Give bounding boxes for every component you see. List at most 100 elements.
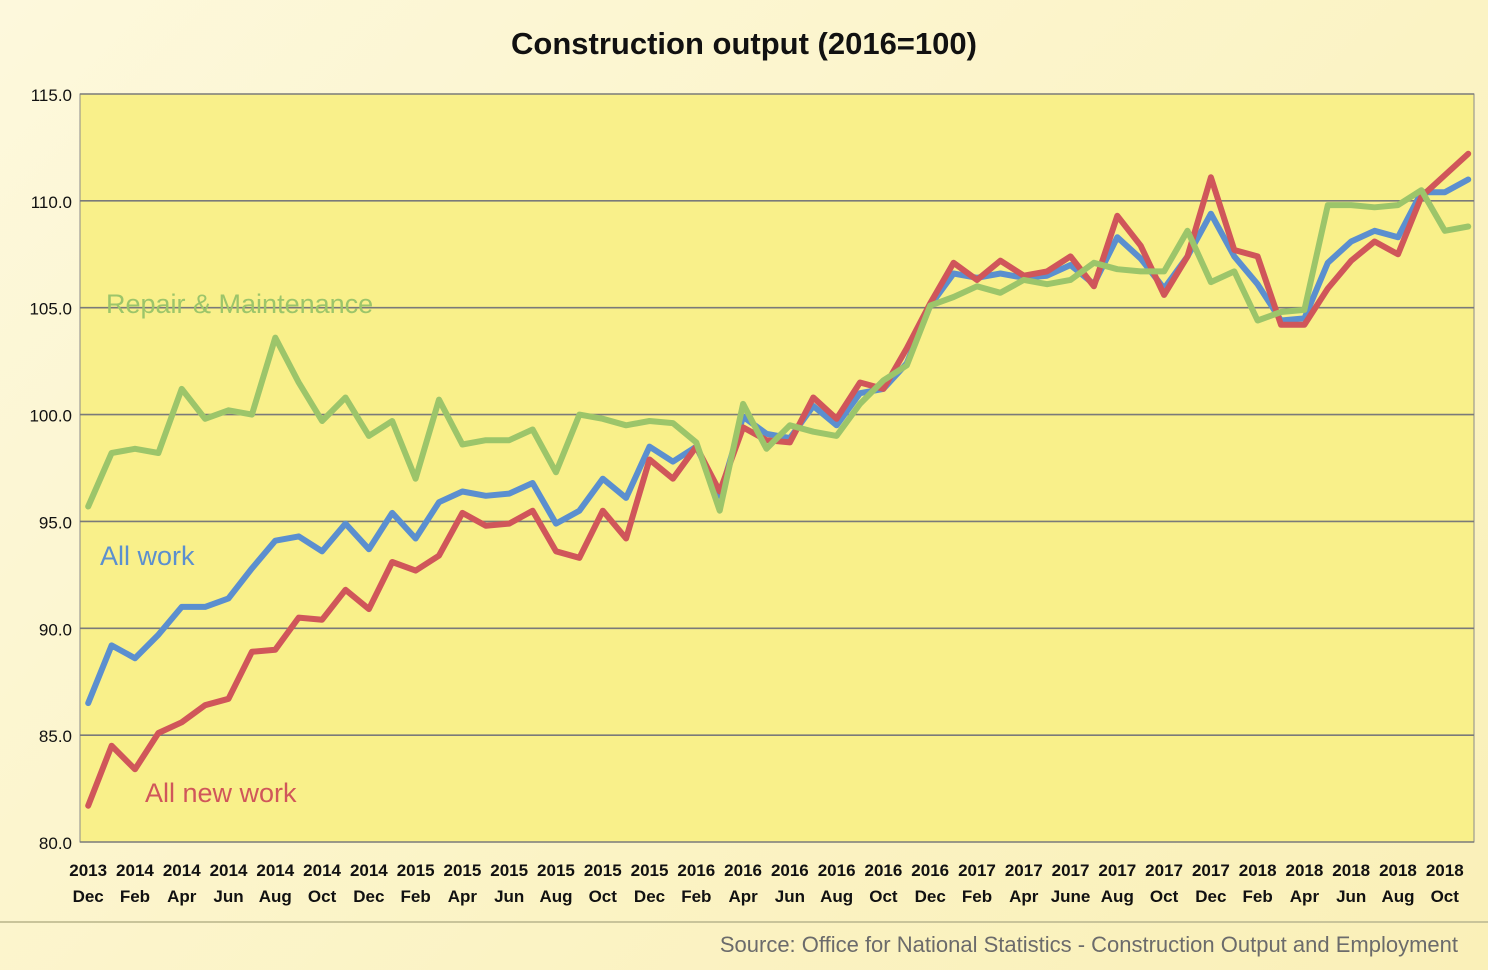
x-tick-year: 2016: [724, 861, 762, 880]
x-tick-year: 2016: [865, 861, 903, 880]
x-tick-year: 2014: [350, 861, 388, 880]
x-tick-year: 2017: [1098, 861, 1136, 880]
x-tick-label: 2018 Jun: [1332, 861, 1370, 906]
x-tick-label: 2017 Feb: [958, 861, 996, 906]
y-tick-label: 85.0: [39, 727, 72, 746]
source-note: Source: Office for National Statistics -…: [719, 932, 1458, 957]
x-tick-year: 2014: [116, 861, 154, 880]
x-tick-month: Aug: [1381, 887, 1414, 906]
y-tick-label: 95.0: [39, 513, 72, 532]
x-tick-label: 2015 Jun: [490, 861, 528, 906]
x-tick-year: 2016: [677, 861, 715, 880]
x-tick-month: Aug: [1101, 887, 1134, 906]
x-tick-month: Apr: [1009, 887, 1039, 906]
x-axis-ticks: 2013 Dec 2014 Feb 2014 Apr 2014 Jun 2014 Aug 2014 O…: [69, 861, 1463, 906]
x-tick-year: 2014: [303, 861, 341, 880]
x-tick-year: 2018: [1239, 861, 1277, 880]
x-tick-label: 2015 Dec: [631, 861, 669, 906]
x-tick-label: 2014 Apr: [163, 861, 201, 906]
x-tick-month: Apr: [167, 887, 197, 906]
x-tick-year: 2017: [1005, 861, 1043, 880]
x-tick-label: 2017 June: [1051, 861, 1091, 906]
series-line-repair-maintenance: [85, 187, 1472, 514]
x-tick-month: Feb: [962, 887, 992, 906]
x-tick-year: 2015: [537, 861, 575, 880]
x-tick-month: June: [1051, 887, 1091, 906]
chart-title: Construction output (2016=100): [511, 26, 977, 61]
x-tick-year: 2017: [958, 861, 996, 880]
x-tick-year: 2017: [1052, 861, 1090, 880]
x-tick-month: Apr: [448, 887, 478, 906]
x-tick-month: Jun: [494, 887, 524, 906]
y-tick-label: 80.0: [39, 834, 72, 853]
x-tick-year: 2015: [631, 861, 669, 880]
x-tick-label: 2017 Oct: [1145, 861, 1183, 906]
x-tick-year: 2015: [490, 861, 528, 880]
x-tick-year: 2015: [444, 861, 482, 880]
y-axis-ticks: 80.0 85.0 90.0 95.0 100.0 105.0 110.0 115.0: [29, 86, 72, 853]
x-tick-month: Apr: [728, 887, 758, 906]
x-tick-year: 2018: [1332, 861, 1370, 880]
x-tick-month: Aug: [259, 887, 292, 906]
x-tick-month: Jun: [775, 887, 805, 906]
x-tick-label: 2015 Apr: [444, 861, 482, 906]
x-tick-label: 2017 Dec: [1192, 861, 1230, 906]
x-tick-month: Feb: [401, 887, 431, 906]
x-tick-label: 2014 Feb: [116, 861, 154, 906]
x-tick-month: Oct: [869, 887, 898, 906]
x-tick-label: 2018 Apr: [1286, 861, 1324, 906]
y-tick-label: 110.0: [31, 193, 72, 212]
x-tick-label: 2018 Oct: [1426, 861, 1464, 906]
x-tick-month: Feb: [120, 887, 150, 906]
x-tick-label: 2016 Feb: [677, 861, 715, 906]
x-tick-month: Oct: [589, 887, 618, 906]
x-tick-year: 2018: [1286, 861, 1324, 880]
x-tick-label: 2016 Oct: [865, 861, 903, 906]
x-tick-label: 2018 Feb: [1239, 861, 1277, 906]
x-tick-label: 2015 Aug: [537, 861, 575, 906]
y-tick-label: 100.0: [29, 407, 72, 426]
x-tick-label: 2014 Jun: [210, 861, 248, 906]
grid-lines: [80, 93, 1474, 843]
x-tick-label: 2014 Dec: [350, 861, 388, 906]
x-tick-label: 2015 Oct: [584, 861, 622, 906]
x-tick-month: Jun: [1336, 887, 1366, 906]
x-tick-year: 2017: [1145, 861, 1183, 880]
x-tick-label: 2016 Aug: [818, 861, 856, 906]
x-tick-month: Dec: [353, 887, 384, 906]
x-tick-month: Feb: [1243, 887, 1273, 906]
x-tick-year: 2017: [1192, 861, 1230, 880]
series-label: All work: [100, 541, 195, 571]
series-label: Repair & Maintenance: [106, 289, 373, 319]
x-tick-year: 2014: [256, 861, 294, 880]
x-tick-label: 2014 Aug: [256, 861, 294, 906]
x-tick-month: Jun: [213, 887, 243, 906]
x-tick-label: 2017 Aug: [1098, 861, 1136, 906]
x-tick-month: Oct: [1150, 887, 1179, 906]
footer-divider: [0, 921, 1488, 923]
x-tick-label: 2016 Apr: [724, 861, 762, 906]
series-lines: [85, 150, 1472, 809]
x-tick-month: Dec: [634, 887, 665, 906]
x-tick-month: Dec: [1195, 887, 1226, 906]
x-tick-year: 2016: [771, 861, 809, 880]
x-tick-month: Dec: [915, 887, 946, 906]
y-tick-label: 105.0: [29, 300, 72, 319]
x-tick-year: 2016: [818, 861, 856, 880]
x-tick-month: Apr: [1290, 887, 1320, 906]
x-tick-year: 2014: [210, 861, 248, 880]
x-tick-label: 2016 Dec: [911, 861, 949, 906]
series-label: All new work: [145, 778, 297, 808]
y-tick-label: 115.0: [31, 86, 72, 105]
x-tick-label: 2015 Feb: [397, 861, 435, 906]
x-tick-month: Aug: [820, 887, 853, 906]
x-tick-year: 2013: [69, 861, 107, 880]
series-annotations: Repair & Maintenance All work All new work: [100, 289, 373, 808]
x-tick-month: Feb: [681, 887, 711, 906]
y-tick-label: 90.0: [39, 620, 72, 639]
x-tick-month: Dec: [73, 887, 104, 906]
x-tick-month: Oct: [308, 887, 337, 906]
x-tick-label: 2016 Jun: [771, 861, 809, 906]
x-tick-year: 2018: [1379, 861, 1417, 880]
